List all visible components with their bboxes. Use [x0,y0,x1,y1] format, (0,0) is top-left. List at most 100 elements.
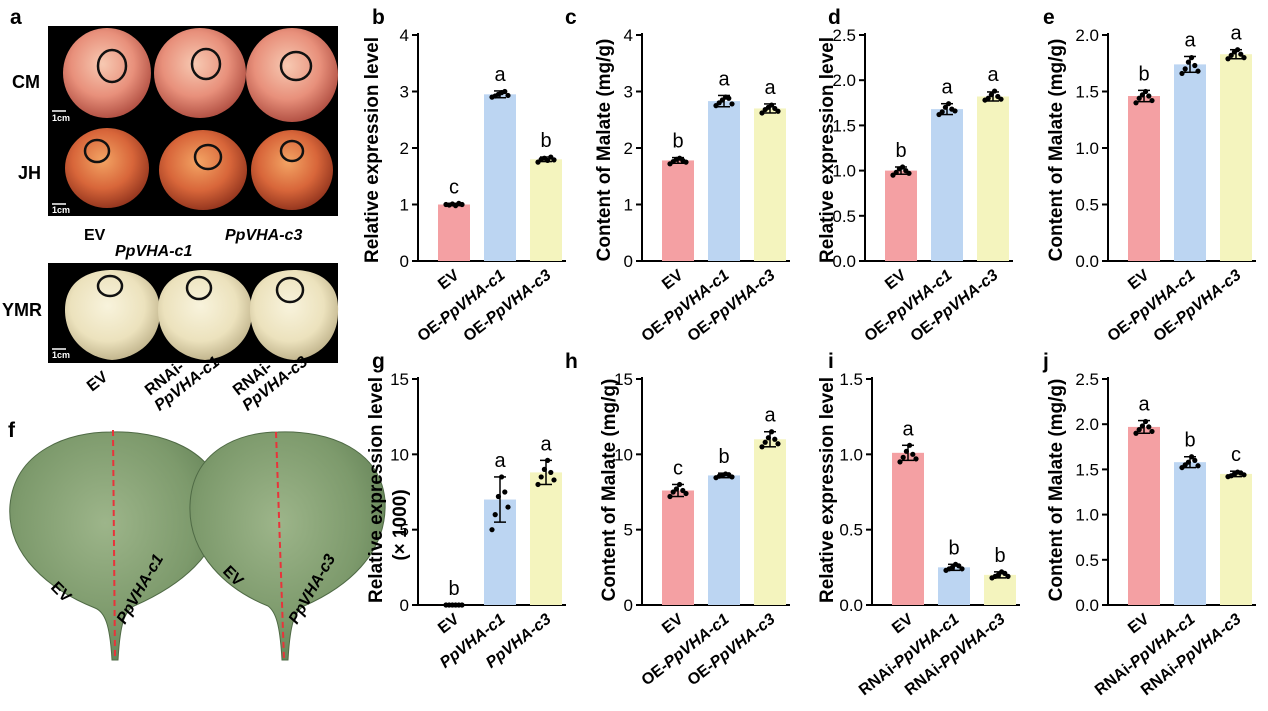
data-point [765,435,772,441]
data-point [545,157,551,164]
data-point [683,159,689,165]
peach-row-ymr [65,270,339,360]
peach-cm-c3 [246,28,338,122]
bar [1220,54,1252,262]
data-point [541,466,548,472]
y-axis-label: Relative expression level [817,377,838,603]
category-label: EV [659,267,687,294]
significance-letter: a [718,68,730,90]
data-point [1146,424,1152,430]
significance-letter: a [1138,394,1150,416]
data-point [1179,70,1185,77]
data-point [1146,93,1152,99]
peach-row-cm [63,28,338,122]
y-tick-label: 0.0 [1075,252,1099,271]
bar [662,160,694,261]
y-tick-label: 0.0 [1075,596,1099,615]
data-point [551,477,557,483]
data-point [900,164,906,170]
y-tick-label: 1 [624,196,633,215]
data-point [1238,51,1244,57]
data-point [545,457,551,463]
peach-jh-c3 [251,130,333,210]
y-tick-label: 0 [624,252,633,271]
data-point [1136,95,1142,101]
y-tick-label: 15 [614,370,633,389]
row-label-jh: JH [18,163,41,183]
peach-jh-ev [65,128,149,208]
y-axis-label-2: (× 1000) [390,489,411,560]
peach-cm-c1 [154,28,246,118]
data-point [1195,68,1201,74]
data-point [900,454,906,460]
bar [530,472,562,605]
data-point [959,566,965,572]
y-tick-label: 10 [390,445,409,464]
y-tick-label: 1.5 [839,370,863,389]
data-point [459,602,465,608]
y-tick-label: 0 [400,596,409,615]
y-axis-label: Relative expression level [817,37,838,263]
bar [484,94,516,261]
data-point [762,439,768,445]
y-tick-label: 2 [400,139,409,158]
data-point [683,490,689,497]
data-point [998,96,1004,102]
data-point [489,527,495,533]
data-point [913,456,919,462]
data-point [673,486,680,492]
panel-label: e [1043,6,1055,29]
bar [1128,96,1160,262]
circle-mark [185,275,213,301]
data-point [535,481,541,488]
data-point [729,101,735,107]
bar [885,170,917,261]
data-point [893,169,899,176]
y-tick-label: 2.5 [832,26,856,45]
category-label: EV [435,611,463,638]
leaf-midline [275,431,285,661]
y-tick-label: 1 [400,196,409,215]
row-label-cm: CM [12,72,40,92]
data-point [1143,88,1149,95]
bar [530,159,562,261]
data-point [667,493,673,500]
y-axis-label: Content of Malate (mg/g) [594,39,615,262]
data-point [759,444,765,450]
significance-letter: b [994,545,1005,567]
data-point [1185,459,1191,465]
data-point [1225,56,1231,62]
data-point [775,108,781,114]
bar [708,101,740,261]
panel-label: i [828,350,834,373]
category-label: EV [889,611,917,638]
circle-mark [279,139,305,163]
bar [754,108,786,261]
leaf-1 [9,429,223,661]
data-point [1192,457,1198,463]
significance-letter: a [494,64,506,86]
data-point [1139,92,1145,98]
y-tick-label: 1.0 [832,162,856,181]
chart-e: e 0.0 0.5 1.0 1.5 2.0 Content of Malate (mg/g)… [1043,6,1256,345]
data-point [946,101,952,107]
data-point [1189,55,1195,61]
data-point [1192,62,1198,69]
significance-letter: a [494,450,506,472]
category-label: EV [435,267,463,294]
data-point [505,92,511,99]
data-point [952,108,958,114]
data-point [729,474,735,480]
data-point [775,441,781,447]
y-tick-label: 5 [624,521,633,540]
category-label: EV [1125,611,1153,638]
bar [1174,64,1206,261]
y-tick-label: 0 [400,252,409,271]
photo-cat-ev: EV [84,227,106,244]
y-tick-label: 2.0 [1075,26,1099,45]
bar [662,490,694,605]
y-tick-label: 4 [400,26,409,45]
